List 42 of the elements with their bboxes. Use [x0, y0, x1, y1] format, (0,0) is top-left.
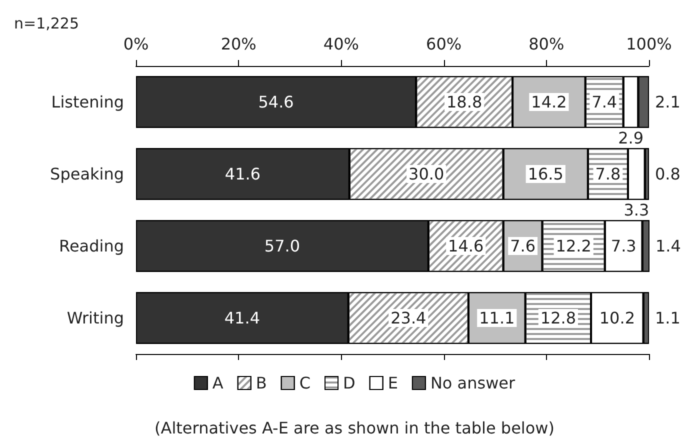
data-label: 7.3: [610, 236, 636, 256]
data-label: 23.4: [390, 308, 426, 328]
data-label: 41.6: [224, 164, 261, 184]
data-label: 14.6: [448, 236, 484, 256]
y-tick-label: Speaking: [50, 164, 124, 184]
data-label: 12.8: [540, 308, 576, 328]
legend-label: B: [256, 374, 267, 392]
legend-label: D: [343, 374, 356, 392]
y-tick-label: Writing: [66, 308, 124, 328]
y-tick-label: Listening: [51, 92, 124, 112]
legend-label: A: [212, 374, 224, 392]
data-label: 1.4: [656, 236, 681, 256]
x-tick-label: 100%: [626, 34, 672, 54]
x-tick-label: 60%: [426, 34, 462, 54]
legend-label: E: [388, 374, 398, 392]
legend-label: C: [299, 374, 311, 392]
text: n=1,225: [14, 14, 80, 32]
data-label: 7.8: [595, 164, 621, 184]
data-label: 57.0: [264, 236, 300, 256]
data-label: 2.9: [618, 128, 644, 148]
x-tick-label: 80%: [528, 34, 564, 54]
x-tick-label: 0%: [123, 34, 149, 54]
x-tick-label: 20%: [220, 34, 256, 54]
data-label: 7.6: [510, 236, 536, 256]
data-label: 30.0: [408, 164, 444, 184]
data-label: 12.2: [556, 236, 592, 256]
data-label: 18.8: [446, 92, 482, 112]
y-tick-label: Reading: [59, 236, 124, 256]
data-label: 1.1: [655, 308, 680, 328]
legend-label: No answer: [430, 374, 516, 392]
data-label: 16.5: [528, 164, 564, 184]
data-label: 10.2: [599, 308, 636, 328]
x-tick-label: 40%: [323, 34, 359, 54]
data-label: 41.4: [224, 308, 260, 328]
text: (Alternatives A-E are as shown in the table below): [154, 418, 554, 438]
data-label: 3.3: [624, 200, 650, 220]
data-label: 11.1: [479, 308, 515, 328]
data-label: 0.8: [655, 164, 680, 184]
data-label: 7.4: [592, 92, 618, 112]
data-label: 54.6: [258, 92, 294, 112]
data-label: 14.2: [531, 92, 567, 112]
data-label: 2.1: [655, 92, 680, 112]
